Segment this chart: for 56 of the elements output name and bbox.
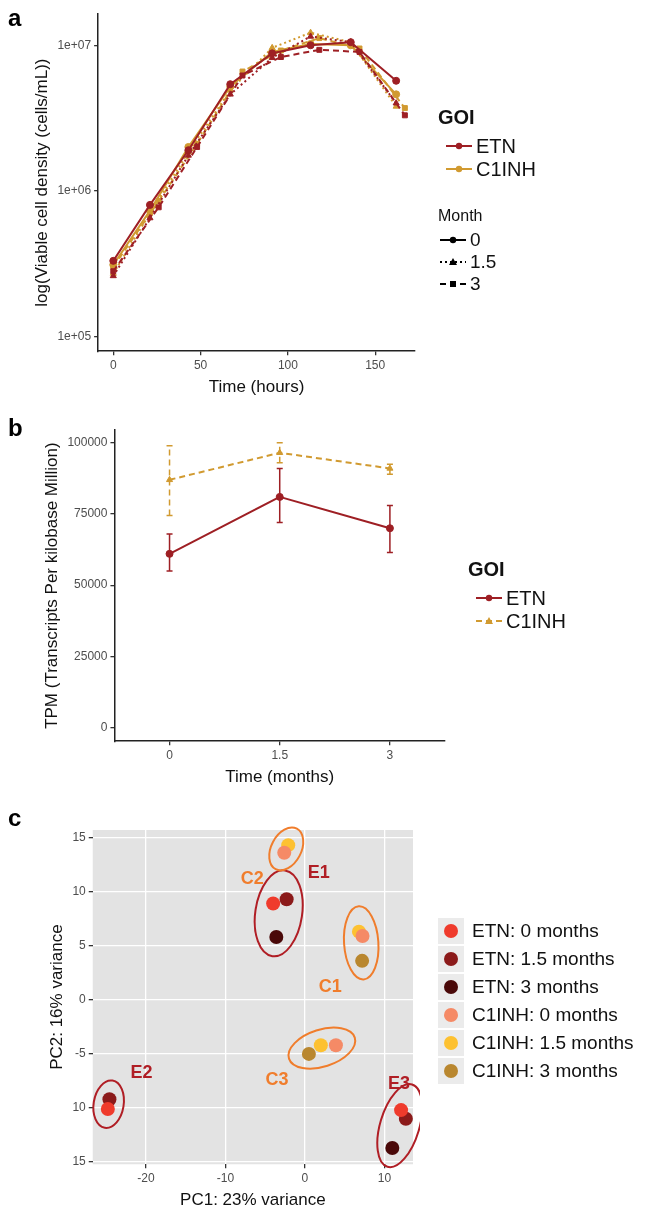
y-axis-title: TPM (Transcripts Per kilobase Million) xyxy=(41,442,61,729)
x-tick-label: 50 xyxy=(193,357,208,372)
annotation: E2 xyxy=(130,1062,153,1083)
y-tick-label: 5 xyxy=(79,938,87,953)
y-tick-label: 10 xyxy=(72,883,87,898)
legend-label: C1INH: 1.5 months xyxy=(472,1031,634,1054)
chart-title: b xyxy=(8,414,23,442)
annotation: C1 xyxy=(318,975,342,996)
y-tick-label: 1e+06 xyxy=(57,183,92,198)
text: 3 xyxy=(470,272,481,295)
y-tick-label: 15 xyxy=(72,829,87,844)
y-tick-label: 0 xyxy=(100,719,108,734)
annotation: C2 xyxy=(240,867,264,888)
annotation: E1 xyxy=(307,862,330,883)
annotation: C3 xyxy=(265,1068,289,1089)
y-tick-label: -5 xyxy=(75,1046,87,1061)
annotation: E3 xyxy=(387,1073,411,1094)
y-tick-label: 25000 xyxy=(74,648,108,663)
x-axis-title: PC1: 23% variance xyxy=(180,1190,326,1210)
legend-label: C1INH: 3 months xyxy=(472,1059,618,1082)
x-tick-label: 0 xyxy=(166,747,174,762)
legend-title: GOI xyxy=(468,557,506,581)
x-tick-label: 1.5 xyxy=(271,747,289,762)
legend-label: C1INH xyxy=(476,157,537,181)
x-tick-label: 0 xyxy=(301,1170,309,1185)
y-tick-label: 75000 xyxy=(74,506,108,521)
legend-title: GOI xyxy=(438,105,476,129)
y-tick-label: 100000 xyxy=(67,435,108,450)
legend-label: ETN xyxy=(476,134,516,158)
text: Month xyxy=(438,206,484,225)
legend-label: C1INH: 0 months xyxy=(472,1003,618,1026)
y-tick-label: 1e+05 xyxy=(57,328,92,343)
chart-title: a xyxy=(8,4,22,32)
chart-title: c xyxy=(8,804,22,832)
legend-label: ETN: 0 months xyxy=(472,919,599,942)
y-axis-title: PC2: 16% variance xyxy=(46,924,66,1070)
x-tick-label: 150 xyxy=(365,357,386,372)
legend-label: ETN: 1.5 months xyxy=(472,947,615,970)
x-axis-title: Time (months) xyxy=(225,767,335,787)
y-tick-label: 10 xyxy=(72,1100,87,1115)
y-axis-title: log(Viable cell density (cells/mL)) xyxy=(31,58,51,307)
y-tick-label: 0 xyxy=(79,992,87,1007)
x-tick-label: -20 xyxy=(137,1170,155,1185)
x-tick-label: 3 xyxy=(386,747,394,762)
text: 1.5 xyxy=(470,250,497,273)
y-tick-label: 15 xyxy=(72,1154,87,1169)
x-tick-label: 10 xyxy=(377,1170,392,1185)
x-axis-title: Time (hours) xyxy=(208,377,305,397)
legend-label: ETN xyxy=(506,586,546,610)
legend-label: C1INH xyxy=(506,609,567,633)
x-tick-label: 100 xyxy=(277,357,299,372)
y-tick-label: 1e+07 xyxy=(57,37,92,52)
legend-label: ETN: 3 months xyxy=(472,975,599,998)
text: 0 xyxy=(470,228,481,251)
x-tick-label: -10 xyxy=(216,1170,235,1185)
y-tick-label: 50000 xyxy=(74,577,108,592)
